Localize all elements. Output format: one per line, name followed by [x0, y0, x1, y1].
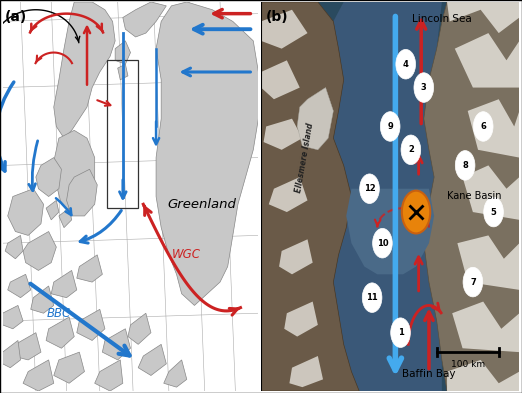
Text: 2: 2 [408, 145, 414, 154]
Polygon shape [8, 189, 43, 235]
Polygon shape [36, 158, 62, 196]
Text: 5: 5 [491, 208, 496, 217]
Circle shape [402, 191, 430, 233]
Circle shape [373, 228, 392, 258]
Text: 6: 6 [480, 122, 486, 131]
Polygon shape [3, 305, 23, 329]
Polygon shape [23, 231, 56, 270]
Polygon shape [31, 286, 54, 313]
Polygon shape [77, 255, 102, 282]
Polygon shape [261, 2, 519, 391]
Polygon shape [128, 313, 151, 344]
Polygon shape [115, 41, 130, 64]
Text: 4: 4 [403, 60, 409, 69]
Polygon shape [164, 360, 187, 387]
Circle shape [484, 197, 503, 227]
Polygon shape [54, 2, 115, 138]
Text: 1: 1 [398, 328, 404, 337]
Polygon shape [5, 235, 23, 259]
Text: 12: 12 [364, 184, 375, 193]
Text: WGC: WGC [172, 248, 201, 261]
Polygon shape [138, 344, 167, 375]
Text: 7: 7 [470, 277, 476, 286]
Circle shape [455, 151, 475, 180]
Circle shape [390, 318, 410, 347]
Text: Greenland: Greenland [168, 198, 236, 211]
Polygon shape [123, 2, 167, 37]
Bar [108, 60, 138, 208]
Polygon shape [117, 64, 128, 80]
Polygon shape [284, 301, 318, 336]
Polygon shape [23, 360, 54, 391]
Text: 3: 3 [421, 83, 426, 92]
Polygon shape [54, 130, 94, 212]
Polygon shape [94, 360, 123, 391]
Polygon shape [156, 2, 258, 305]
Circle shape [396, 50, 416, 79]
Polygon shape [261, 60, 300, 99]
Polygon shape [102, 329, 130, 360]
Polygon shape [3, 340, 20, 368]
Polygon shape [462, 165, 519, 220]
Circle shape [473, 112, 493, 141]
Text: (b): (b) [266, 10, 289, 24]
Circle shape [463, 267, 483, 297]
Text: Baffin Bay: Baffin Bay [402, 369, 456, 379]
Text: (a): (a) [5, 10, 28, 24]
Text: Kane Basin: Kane Basin [447, 191, 502, 202]
Polygon shape [457, 235, 519, 290]
Polygon shape [54, 352, 85, 383]
Text: Ellesmere Island: Ellesmere Island [294, 122, 315, 193]
Polygon shape [346, 189, 434, 274]
Polygon shape [289, 356, 323, 387]
Polygon shape [279, 239, 313, 274]
Text: 100 km: 100 km [450, 360, 485, 369]
Circle shape [360, 174, 379, 204]
Circle shape [362, 283, 382, 312]
Polygon shape [452, 301, 519, 352]
Circle shape [414, 73, 434, 102]
Polygon shape [77, 309, 105, 340]
Polygon shape [261, 2, 359, 391]
Polygon shape [455, 33, 519, 88]
Text: 8: 8 [462, 161, 468, 170]
Polygon shape [297, 88, 334, 150]
Polygon shape [46, 317, 74, 348]
Polygon shape [8, 274, 31, 298]
Polygon shape [261, 10, 307, 49]
Polygon shape [51, 270, 77, 298]
Polygon shape [447, 2, 519, 33]
Polygon shape [66, 169, 97, 216]
Text: 9: 9 [387, 122, 393, 131]
Polygon shape [468, 99, 519, 158]
Polygon shape [264, 119, 302, 150]
Text: 10: 10 [377, 239, 388, 248]
Text: BBC: BBC [47, 307, 71, 320]
Polygon shape [59, 208, 72, 228]
Polygon shape [269, 177, 307, 212]
Polygon shape [13, 332, 41, 360]
Text: 11: 11 [366, 293, 378, 302]
Polygon shape [424, 2, 519, 391]
Polygon shape [46, 200, 59, 220]
Circle shape [401, 135, 421, 165]
Text: Lincoln Sea: Lincoln Sea [412, 14, 472, 24]
Polygon shape [447, 360, 519, 391]
Polygon shape [334, 2, 442, 391]
Circle shape [381, 112, 400, 141]
